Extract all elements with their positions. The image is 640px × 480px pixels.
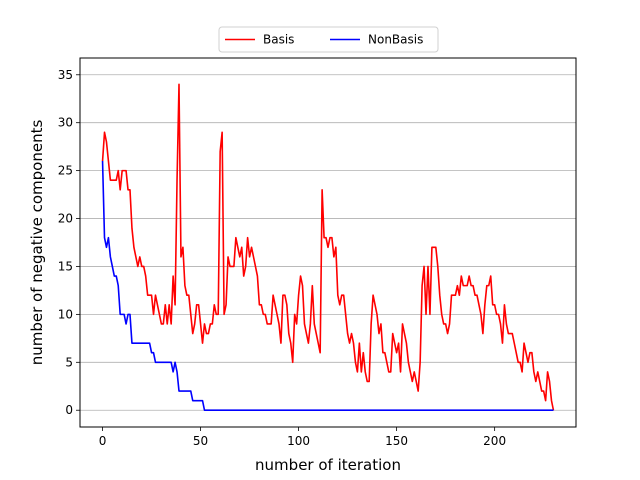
x-tick-label: 50	[193, 434, 208, 448]
x-tick-label: 100	[287, 434, 310, 448]
series-layer	[101, 83, 555, 412]
legend-label-nonbasis: NonBasis	[368, 33, 423, 47]
y-tick-label: 25	[58, 164, 73, 178]
legend-label-basis: Basis	[263, 33, 294, 47]
y-tick-label: 0	[65, 403, 73, 417]
y-tick-label: 20	[58, 212, 73, 226]
ticks: 0 5 10 15 20 25 30 35 0 50 100 150 200	[58, 68, 506, 448]
y-tick-label: 35	[58, 68, 73, 82]
x-tick-label: 200	[483, 434, 506, 448]
y-tick-label: 30	[58, 116, 73, 130]
legend-box	[218, 26, 439, 53]
y-axis-label: number of negative components	[28, 120, 46, 366]
plot-frame	[79, 57, 577, 428]
y-tick-label: 5	[65, 355, 73, 369]
x-tick-label: 150	[385, 434, 408, 448]
legend: Basis NonBasis	[218, 26, 439, 53]
y-tick-label: 10	[58, 307, 73, 321]
x-axis-label: number of iteration	[255, 456, 401, 474]
series-line-nonbasis	[101, 161, 554, 412]
series-line-basis	[101, 83, 555, 411]
x-tick-label: 0	[99, 434, 107, 448]
y-tick-label: 15	[58, 259, 73, 273]
